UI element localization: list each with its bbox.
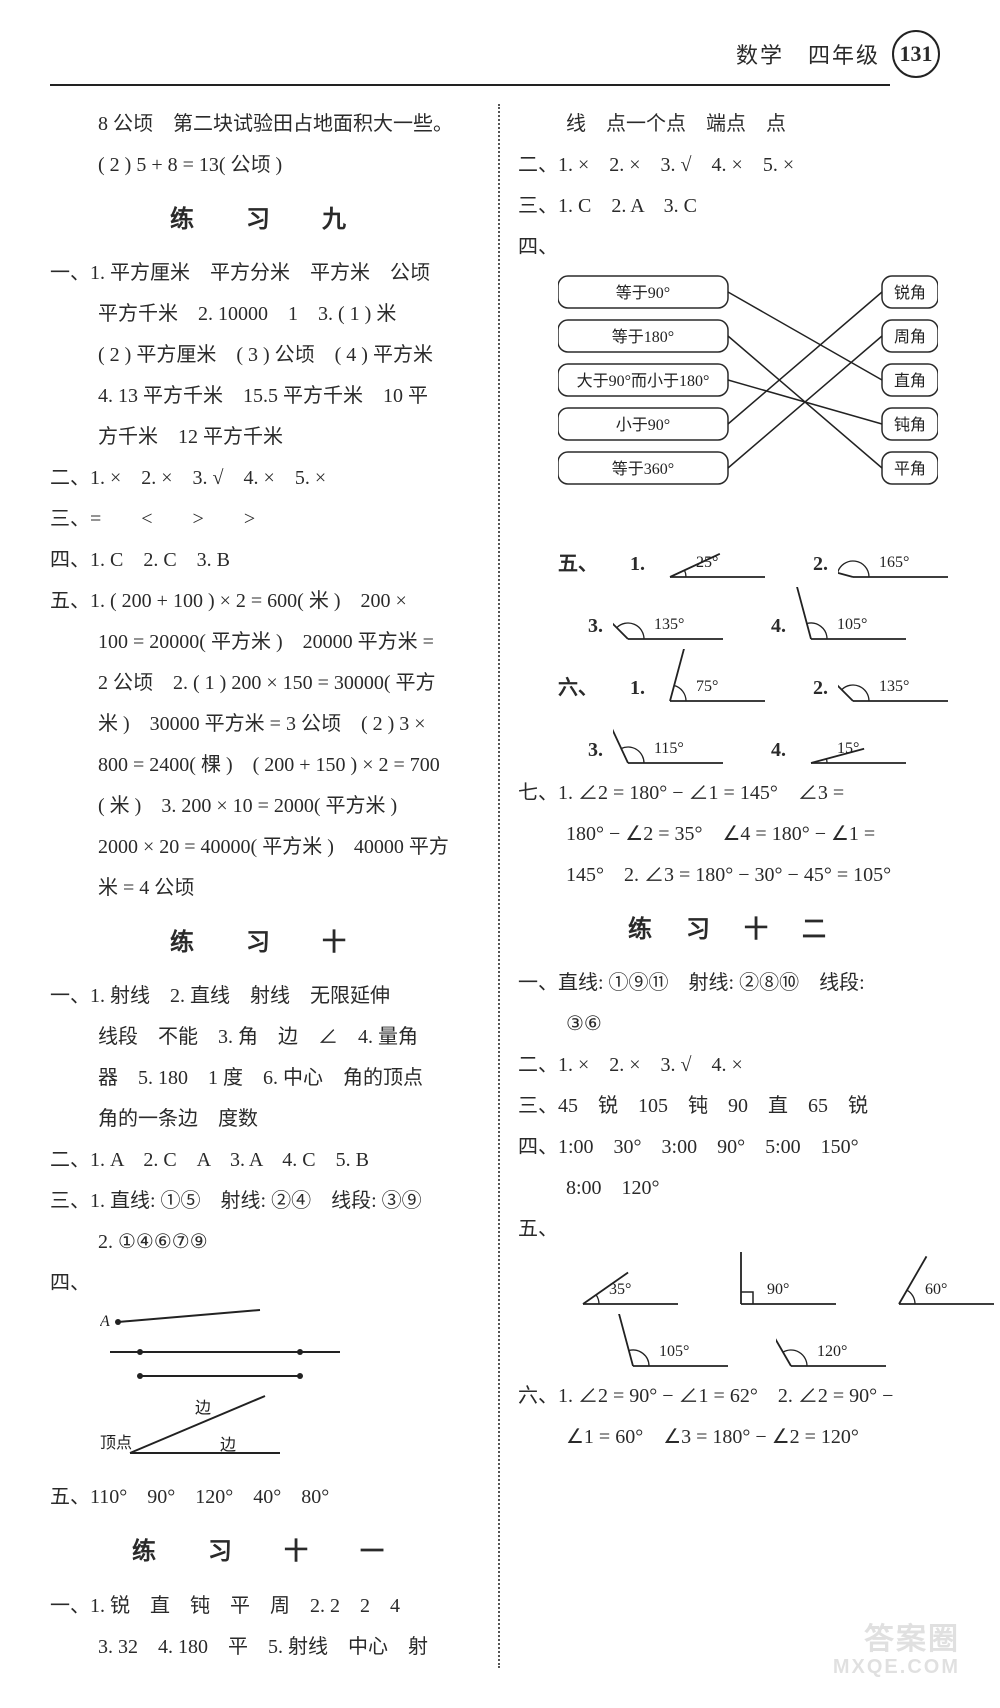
text-line: 米 ) 30000 平方米 = 3 公顷 ( 2 ) 3 × [50, 704, 480, 745]
svg-text:120°: 120° [817, 1343, 847, 1360]
svg-text:35°: 35° [609, 1281, 631, 1298]
svg-text:锐角: 锐角 [894, 284, 926, 302]
page-number: 131 [892, 30, 940, 78]
svg-text:钝角: 钝角 [894, 416, 926, 434]
ex12-title: 练 习 十 二 [518, 906, 950, 955]
text-line: 三、45 锐 105 钝 90 直 65 锐 [518, 1086, 950, 1127]
text-line: 六、1. ∠2 = 90° − ∠1 = 62° 2. ∠2 = 90° − [518, 1376, 950, 1417]
svg-text:135°: 135° [879, 678, 909, 695]
text-line: 四、1. C 2. C 3. B [50, 540, 480, 581]
label-A: A [100, 1313, 110, 1330]
sketch-svg: A 边 边 顶点 [100, 1308, 360, 1458]
text-line: 器 5. 180 1 度 6. 中心 角的顶点 [50, 1058, 480, 1099]
svg-text:90°: 90° [767, 1281, 789, 1298]
text-line: 一、直线: ①⑨⑪ 射线: ②⑧⑩ 线段: [518, 963, 950, 1004]
frag-line: ( 2 ) 5 + 8 = 13( 公顷 ) [50, 145, 480, 186]
label-bian: 边 [195, 1399, 211, 1417]
text-line: 三、1. C 2. A 3. C [518, 186, 950, 227]
text-line: 二、1. × 2. × 3. √ 4. × [518, 1045, 950, 1086]
watermark-cn: 答案圈 [833, 1623, 960, 1656]
svg-text:105°: 105° [659, 1343, 689, 1360]
text-line: 方千米 12 平方千米 [50, 417, 480, 458]
text-line: ③⑥ [518, 1004, 950, 1045]
watermark-en: MXQE.COM [833, 1656, 960, 1678]
text-line: 二、1. × 2. × 3. √ 4. × 5. × [50, 458, 480, 499]
frag-line: 8 公顷 第二块试验田占地面积大一些。 [50, 104, 480, 145]
sec5-lead: 五、 [558, 544, 598, 585]
watermark: 答案圈 MXQE.COM [833, 1623, 960, 1678]
text-line: 线 点一个点 端点 点 [518, 104, 950, 145]
text-line: 角的一条边 度数 [50, 1099, 480, 1140]
svg-text:等于180°: 等于180° [612, 328, 674, 346]
svg-text:直角: 直角 [894, 372, 926, 390]
text-line: 2. ①④⑥⑦⑨ [50, 1222, 480, 1263]
svg-text:小于90°: 小于90° [616, 416, 670, 434]
text-line: 180° − ∠2 = 35° ∠4 = 180° − ∠1 = [518, 814, 950, 855]
svg-text:25°: 25° [696, 554, 718, 571]
label-bian2: 边 [220, 1436, 236, 1454]
left-column: 8 公顷 第二块试验田占地面积大一些。 ( 2 ) 5 + 8 = 13( 公顷… [50, 104, 498, 1668]
text-line: 平方千米 2. 10000 1 3. ( 1 ) 米 [50, 294, 480, 335]
svg-text:等于90°: 等于90° [616, 284, 670, 302]
text-line: 五、110° 90° 120° 40° 80° [50, 1477, 480, 1518]
svg-text:周角: 周角 [894, 328, 926, 346]
text-line: 一、1. 锐 直 钝 平 周 2. 2 2 4 [50, 1586, 480, 1627]
ex11-title: 练 习 十 一 [50, 1528, 480, 1577]
text-line: 二、1. × 2. × 3. √ 4. × 5. × [518, 145, 950, 186]
match-svg: 等于90° 等于180° 大于90°而小于180° 小于90° 等于360° 锐角周角直角… [558, 272, 938, 502]
header-rule [50, 84, 890, 86]
text-line: 2 公顷 2. ( 1 ) 200 × 150 = 30000( 平方 [50, 663, 480, 704]
text-line: 七、1. ∠2 = 180° − ∠1 = 145° ∠3 = [518, 773, 950, 814]
svg-text:105°: 105° [837, 616, 867, 633]
ex10-title: 练 习 十 [50, 919, 480, 968]
svg-text:平角: 平角 [894, 460, 926, 478]
svg-text:115°: 115° [654, 740, 684, 757]
text-line: ( 2 ) 平方厘米 ( 3 ) 公顷 ( 4 ) 平方米 [50, 335, 480, 376]
svg-text:135°: 135° [654, 616, 684, 633]
svg-text:75°: 75° [696, 678, 718, 695]
columns: 8 公顷 第二块试验田占地面积大一些。 ( 2 ) 5 + 8 = 13( 公顷… [50, 104, 950, 1668]
header-subject: 数学 四年级 [736, 38, 880, 70]
svg-text:165°: 165° [879, 554, 909, 571]
svg-text:60°: 60° [925, 1281, 947, 1298]
match-diagram: 等于90° 等于180° 大于90°而小于180° 小于90° 等于360° 锐角周角直角… [558, 272, 950, 517]
section-5: 五、 1.25° 2.165° 3.135° 4.105° [518, 525, 950, 647]
text-line: 三、= < > > [50, 499, 480, 540]
text-line: 2000 × 20 = 40000( 平方米 ) 40000 平方 [50, 827, 480, 868]
ex10-sketch: A 边 边 顶点 [100, 1308, 480, 1473]
svg-text:等于360°: 等于360° [612, 460, 674, 478]
text-line: 四、1:00 30° 3:00 90° 5:00 150° [518, 1127, 950, 1168]
text-line: ( 米 ) 3. 200 × 10 = 2000( 平方米 ) [50, 786, 480, 827]
text-line: 四、 [518, 227, 950, 268]
header: 数学 四年级 131 [50, 30, 950, 78]
text-line: 米 = 4 公顷 [50, 868, 480, 909]
text-line: 8:00 120° [518, 1168, 950, 1209]
right-column: 线 点一个点 端点 点 二、1. × 2. × 3. √ 4. × 5. × 三… [500, 104, 950, 1668]
section-6: 六、 1.75° 2.135° 3.115° 4.15° [518, 649, 950, 771]
svg-text:大于90°而小于180°: 大于90°而小于180° [577, 372, 710, 390]
sec6-lead: 六、 [558, 668, 598, 709]
text-line: 五、 [518, 1209, 950, 1250]
text-line: 100 = 20000( 平方米 ) 20000 平方米 = [50, 622, 480, 663]
text-line: 线段 不能 3. 角 边 ∠ 4. 量角 [50, 1017, 480, 1058]
label-dingdian: 顶点 [100, 1434, 132, 1452]
text-line: 一、1. 平方厘米 平方分米 平方米 公顷 [50, 253, 480, 294]
text-line: 一、1. 射线 2. 直线 射线 无限延伸 [50, 976, 480, 1017]
text-line: 二、1. A 2. C A 3. A 4. C 5. B [50, 1140, 480, 1181]
text-line: 四、 [50, 1263, 480, 1304]
text-line: 800 = 2400( 棵 ) ( 200 + 150 ) × 2 = 700 [50, 745, 480, 786]
text-line: 4. 13 平方千米 15.5 平方千米 10 平 [50, 376, 480, 417]
text-line: 三、1. 直线: ①⑤ 射线: ②④ 线段: ③⑨ [50, 1181, 480, 1222]
page: 数学 四年级 131 8 公顷 第二块试验田占地面积大一些。 ( 2 ) 5 +… [0, 0, 1000, 1708]
text-line: 五、1. ( 200 + 100 ) × 2 = 600( 米 ) 200 × [50, 581, 480, 622]
text-line: 3. 32 4. 180 平 5. 射线 中心 射 [50, 1627, 480, 1668]
ex9-title: 练 习 九 [50, 196, 480, 245]
text-line: 145° 2. ∠3 = 180° − 30° − 45° = 105° [518, 855, 950, 896]
svg-text:15°: 15° [837, 740, 859, 757]
text-line: ∠1 = 60° ∠3 = 180° − ∠2 = 120° [518, 1417, 950, 1458]
